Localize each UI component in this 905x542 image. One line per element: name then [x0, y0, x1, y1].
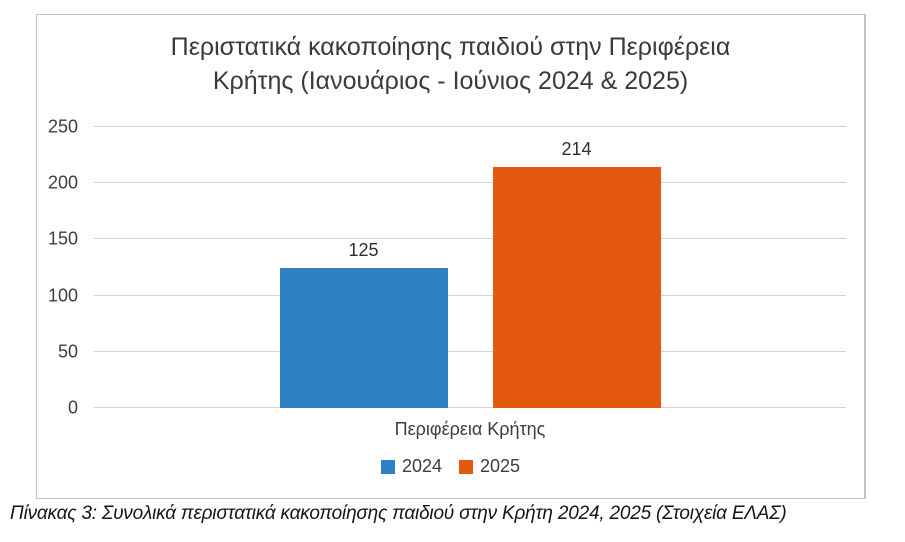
- chart-title: Περιστατικά κακοποίησης παιδιού στην Περ…: [37, 30, 864, 98]
- gridline-100: [94, 294, 846, 296]
- gridline-50: [94, 350, 846, 352]
- legend-label-2024: 2024: [401, 456, 442, 476]
- y-tick-label-50: 50: [57, 341, 78, 362]
- bar-group-2025: 214: [492, 127, 661, 408]
- plot-area: 0 50 100 150 200 250 125 214: [48, 117, 846, 418]
- figure-caption: Πίνακας 3: Συνολικά περιστατικά κακοποίη…: [10, 503, 787, 524]
- bar-value-label-2024: 125: [348, 239, 379, 260]
- y-tick-label-250: 250: [47, 116, 78, 137]
- bars-container: 125 214: [94, 127, 846, 408]
- y-tick-label-0: 0: [67, 397, 78, 418]
- y-tick-label-100: 100: [47, 285, 78, 306]
- chart-figure: Περιστατικά κακοποίησης παιδιού στην Περ…: [36, 14, 866, 499]
- legend: 2024 2025: [37, 456, 864, 477]
- legend-swatch-2024: [380, 459, 395, 474]
- gridline-0: [94, 407, 846, 408]
- gridline-250: [94, 126, 846, 127]
- legend-item-2025: 2025: [459, 456, 520, 477]
- y-tick-label-150: 150: [47, 228, 78, 249]
- bar-group-2024: 125: [279, 127, 448, 408]
- x-axis-label: Περιφέρεια Κρήτης: [394, 419, 546, 439]
- gridline-200: [94, 182, 846, 184]
- gridline-150: [94, 238, 846, 240]
- chart-title-line1: Περιστατικά κακοποίησης παιδιού στην Περ…: [170, 33, 731, 61]
- legend-item-2024: 2024: [380, 456, 442, 477]
- bar-2025: [492, 167, 661, 408]
- chart-title-line2: Κρήτης (Ιανουάριος - Ιούνιος 2024 & 2025…: [212, 67, 689, 95]
- legend-label-2025: 2025: [480, 456, 521, 476]
- bar-2024: [279, 267, 448, 408]
- y-tick-label-200: 200: [47, 172, 78, 193]
- bar-value-label-2025: 214: [561, 139, 592, 160]
- legend-swatch-2025: [459, 459, 473, 474]
